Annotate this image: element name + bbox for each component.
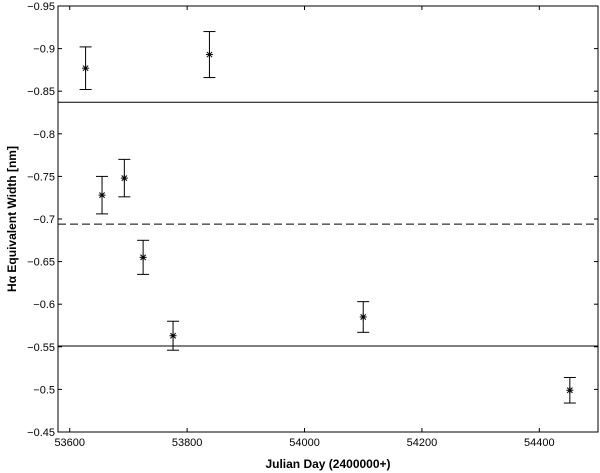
- x-tick-label: 53800: [172, 437, 203, 449]
- y-tick-label: −0.95: [27, 1, 55, 13]
- y-tick-label: −0.55: [27, 342, 55, 354]
- data-point: [137, 239, 150, 275]
- y-tick-label: −0.8: [33, 129, 55, 141]
- data-point: [118, 158, 131, 198]
- y-tick-label: −0.65: [27, 257, 55, 269]
- y-tick-label: −0.85: [27, 86, 55, 98]
- plot-area-frame: [57, 5, 599, 433]
- x-axis-label: Julian Day (2400000+): [265, 457, 390, 471]
- data-point: [96, 175, 109, 215]
- asterisk-marker: [139, 253, 147, 261]
- data-point: [563, 376, 576, 404]
- asterisk-marker: [120, 174, 128, 182]
- y-tick-label: −0.7: [33, 214, 55, 226]
- y-tick-label: −0.75: [27, 171, 55, 183]
- y-axis-ticks: −0.95 −0.9 −0.85 −0.8 −0.75 −0.7 −0.65 −0.6 −0.5…: [27, 1, 598, 439]
- asterisk-marker: [566, 386, 574, 394]
- x-tick-label: 54000: [289, 437, 320, 449]
- data-points: [79, 31, 576, 404]
- data-point: [79, 46, 92, 90]
- asterisk-marker: [359, 313, 367, 321]
- x-tick-label: 53600: [54, 437, 85, 449]
- y-tick-label: −0.9: [33, 44, 55, 56]
- y-tick-label: −0.5: [33, 384, 55, 396]
- data-point: [167, 320, 180, 351]
- x-tick-label: 54400: [524, 437, 555, 449]
- y-tick-label: −0.45: [27, 427, 55, 439]
- x-tick-label: 54200: [407, 437, 438, 449]
- asterisk-marker: [98, 191, 106, 199]
- x-axis-ticks: 53600 53800 54000 54200 54400: [54, 6, 555, 449]
- asterisk-marker: [169, 332, 177, 340]
- data-point: [357, 301, 370, 333]
- y-axis-label: Hα Equivalent Width [nm]: [4, 146, 19, 292]
- y-tick-label: −0.6: [33, 299, 55, 311]
- asterisk-marker: [82, 64, 90, 72]
- data-point: [203, 31, 216, 79]
- reference-lines: [58, 101, 598, 347]
- asterisk-marker: [205, 51, 213, 59]
